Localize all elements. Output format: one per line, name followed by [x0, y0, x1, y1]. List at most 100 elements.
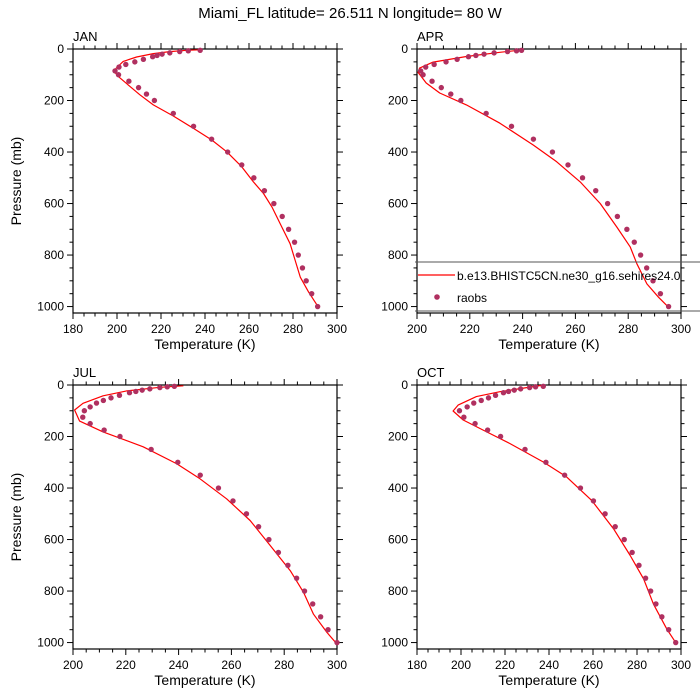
- raobs-point: [448, 91, 454, 97]
- legend-obs-label: raobs: [457, 291, 487, 305]
- raobs-point: [177, 48, 183, 55]
- raobs-point: [653, 601, 659, 607]
- raobs-point: [478, 397, 484, 404]
- raobs-point: [108, 395, 114, 401]
- raobs-point: [420, 72, 426, 78]
- raobs-point: [497, 433, 504, 440]
- x-tick-label: 300: [327, 322, 347, 336]
- raobs-point: [472, 420, 478, 427]
- raobs-point: [185, 48, 191, 54]
- raobs-point: [279, 213, 285, 220]
- raobs-point: [443, 59, 449, 65]
- y-tick-label: 800: [44, 584, 64, 598]
- raobs-point: [522, 446, 528, 453]
- raobs-point: [126, 390, 133, 396]
- panel-jul: 200 220 240 260 280 300 0 200 400 600 800 1000 JUL Te…: [8, 365, 347, 688]
- raobs-point: [255, 523, 262, 530]
- raobs-point: [87, 420, 93, 427]
- raobs-point: [291, 239, 298, 245]
- x-tick-label: 200: [407, 322, 427, 336]
- raobs-point: [197, 47, 203, 53]
- x-tick-label: 200: [63, 658, 83, 672]
- raobs-point: [643, 265, 650, 271]
- y-axis-label: Pressure (mb): [8, 473, 24, 562]
- raobs-point: [423, 64, 429, 70]
- raobs-point: [123, 61, 129, 68]
- raobs-point: [508, 123, 515, 129]
- y-tick-label: 1000: [37, 300, 64, 314]
- raobs-point: [314, 303, 321, 310]
- x-tick-label: 260: [583, 658, 603, 672]
- raobs-point: [132, 59, 138, 65]
- raobs-point: [492, 392, 499, 399]
- raobs-point: [224, 149, 231, 155]
- raobs-point: [117, 433, 123, 440]
- raobs-point: [561, 472, 568, 478]
- raobs-point: [577, 485, 584, 491]
- panel-jan: 180 200 220 240 260 280 300 0 200 400 600 800 1000 JA…: [8, 29, 347, 352]
- raobs-point: [149, 54, 156, 60]
- raobs-point: [481, 51, 487, 57]
- raobs-point: [310, 601, 316, 607]
- x-tick-label: 200: [451, 658, 471, 672]
- raobs-point: [285, 226, 292, 232]
- raobs-point: [271, 200, 277, 207]
- raobs-point: [431, 61, 437, 68]
- raobs-point: [175, 459, 181, 465]
- y-tick-label: 0: [401, 42, 408, 56]
- raobs-point: [164, 384, 170, 390]
- raobs-point: [295, 252, 301, 258]
- x-tick-label: 280: [618, 322, 638, 336]
- x-tick-label: 220: [460, 322, 480, 336]
- x-tick-label: 260: [221, 658, 241, 672]
- raobs-point: [461, 414, 467, 420]
- raobs-point: [464, 404, 470, 410]
- raobs-point: [621, 536, 627, 543]
- legend-obs-marker: [434, 294, 440, 300]
- raobs-point: [612, 523, 618, 530]
- raobs-point: [143, 91, 150, 97]
- raobs-point: [115, 72, 122, 78]
- x-axis-label: Temperature (K): [154, 336, 255, 352]
- raobs-point: [190, 123, 197, 129]
- raobs-point: [665, 626, 672, 633]
- raobs-point: [565, 162, 571, 168]
- y-tick-label: 1000: [381, 636, 408, 650]
- raobs-point: [491, 50, 497, 56]
- raobs-point: [604, 200, 611, 207]
- raobs-point: [133, 388, 139, 395]
- x-tick-label: 240: [539, 658, 559, 672]
- raobs-point: [112, 68, 118, 74]
- raobs-point: [579, 175, 586, 181]
- raobs-point: [239, 162, 245, 168]
- y-tick-label: 1000: [381, 300, 408, 314]
- raobs-point: [614, 213, 621, 220]
- y-tick-label: 800: [388, 584, 408, 598]
- y-tick-label: 800: [44, 248, 64, 262]
- raobs-point: [530, 136, 537, 142]
- raobs-point: [504, 48, 511, 55]
- raobs-point: [417, 68, 424, 74]
- y-tick-label: 0: [401, 378, 408, 392]
- raobs-point: [140, 56, 147, 63]
- raobs-point: [526, 384, 533, 391]
- raobs-point: [593, 187, 599, 194]
- y-tick-label: 400: [44, 145, 64, 159]
- raobs-point: [135, 84, 142, 91]
- x-tick-label: 260: [565, 322, 585, 336]
- y-tick-label: 200: [44, 430, 64, 444]
- y-tick-label: 400: [388, 145, 408, 159]
- raobs-point: [334, 639, 340, 646]
- raobs-point: [590, 498, 597, 504]
- raobs-point: [517, 386, 524, 392]
- raobs-point: [540, 383, 546, 389]
- raobs-point: [642, 575, 649, 581]
- raobs-point: [81, 408, 88, 414]
- raobs-point: [148, 446, 154, 453]
- y-tick-label: 600: [44, 533, 64, 547]
- raobs-point: [438, 84, 444, 91]
- raobs-point: [293, 575, 300, 581]
- raobs-point: [659, 614, 665, 620]
- raobs-point: [636, 562, 642, 568]
